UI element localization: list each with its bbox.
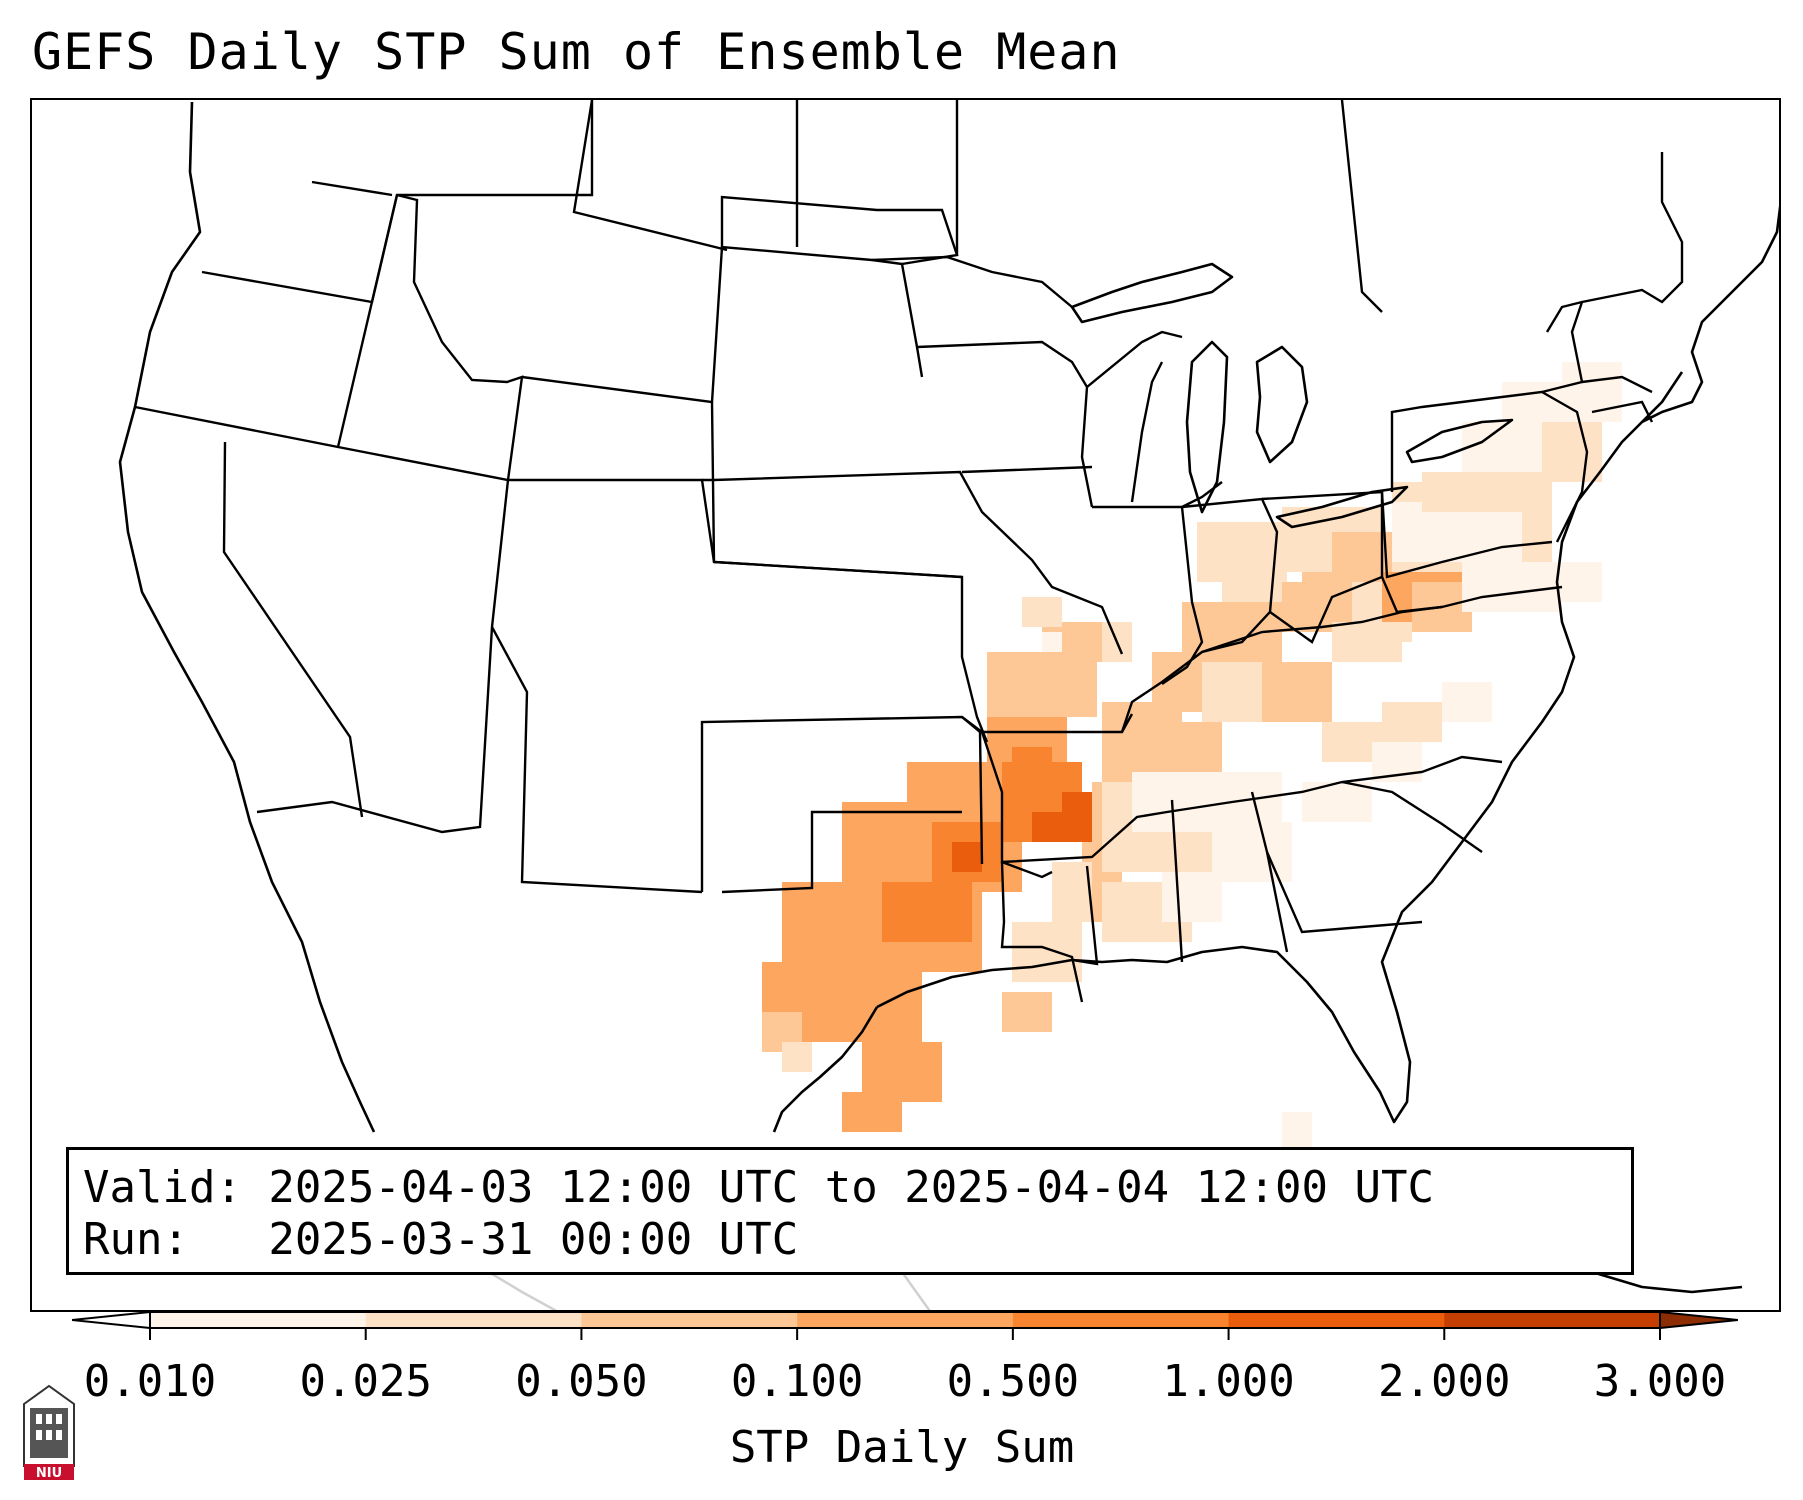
valid-time-text: Valid: 2025-04-03 12:00 UTC to 2025-04-0…: [83, 1162, 1435, 1213]
stp-cell: [1132, 772, 1202, 832]
stp-cell: [1302, 782, 1372, 822]
colorbar-tick-label: 0.100: [730, 1356, 864, 1407]
niu-logo: NIU: [23, 1384, 75, 1481]
stp-cell: [1032, 812, 1072, 842]
stp-cell: [1422, 472, 1542, 512]
map-title: GEFS Daily STP Sum of Ensemble Mean: [32, 23, 1121, 81]
colorbar-tick-label: 0.025: [299, 1356, 432, 1407]
stp-cell: [1012, 747, 1052, 777]
stp-cell: [987, 652, 1097, 717]
colorbar-tick-label: 2.000: [1378, 1356, 1511, 1407]
stp-cell: [782, 1042, 812, 1072]
stp-cell: [1002, 992, 1052, 1032]
colorbar-tick-label: 3.000: [1593, 1356, 1727, 1407]
us-map-svg: [118, 100, 1779, 1310]
colorbar-frame: [149, 1311, 1661, 1329]
colorbar-title: STP Daily Sum: [729, 1422, 1075, 1473]
state-borders: [134, 100, 1684, 1003]
stp-cell: [882, 882, 972, 942]
stp-cell: [1262, 662, 1332, 722]
colorbar-tick-label: 0.010: [83, 1356, 217, 1407]
stp-cell: [1052, 862, 1092, 922]
colorbar-tick-label: 0.050: [515, 1356, 648, 1407]
stp-cell: [1562, 362, 1622, 422]
colorbar-segment: [365, 1312, 582, 1328]
colorbar-segment: [1012, 1312, 1230, 1328]
colorbar-ticks: [149, 1328, 1661, 1340]
coastlines: [118, 101, 1779, 1294]
colorbar-segment: [797, 1312, 1014, 1328]
stp-cell: [1012, 922, 1082, 982]
stp-cell: [1332, 622, 1402, 662]
colorbar-segment: [581, 1312, 798, 1328]
stp-cell: [1212, 822, 1292, 882]
colorbar-tick-label: 1.000: [1162, 1356, 1295, 1407]
colorbar-segments: [150, 1312, 1661, 1328]
colorbar-tick-label: 0.500: [946, 1356, 1080, 1407]
stp-cell: [952, 842, 982, 872]
stp-cell: [1542, 562, 1602, 602]
stp-cell: [1442, 682, 1492, 722]
colorbar-segment: [150, 1312, 367, 1328]
map-panel: [30, 98, 1781, 1312]
colorbar-segment: [1444, 1312, 1661, 1328]
stp-cell: [1382, 702, 1442, 742]
valid-run-infobox: Valid: 2025-04-03 12:00 UTC to 2025-04-0…: [66, 1147, 1634, 1275]
stp-cell: [1162, 872, 1222, 922]
colorbar-over-arrow: [1659, 1310, 1738, 1330]
run-time-text: Run: 2025-03-31 00:00 UTC: [83, 1214, 799, 1265]
svg-text:NIU: NIU: [36, 1466, 62, 1481]
stp-cell: [842, 1092, 902, 1132]
stp-cell: [1542, 422, 1602, 482]
colorbar: [72, 1310, 1738, 1340]
colorbar-under-arrow: [72, 1310, 151, 1330]
colorbar-segment: [1228, 1312, 1445, 1328]
stp-cell: [1022, 597, 1062, 627]
stp-cell: [1042, 632, 1062, 652]
stp-cell: [1282, 1112, 1312, 1152]
